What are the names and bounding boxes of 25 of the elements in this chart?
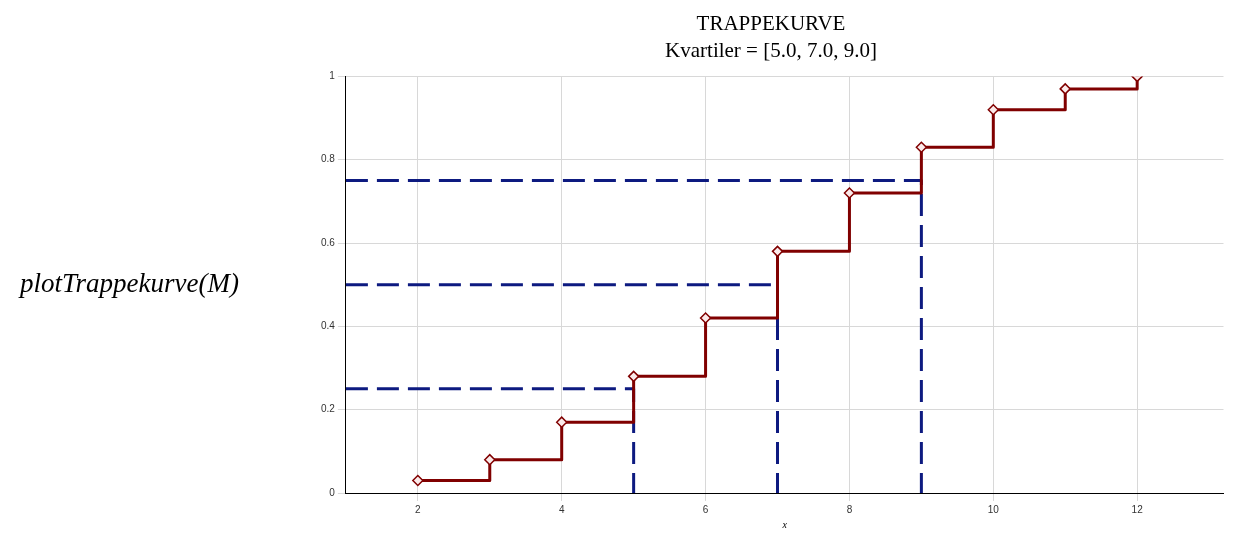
point (699, 312, 712, 324)
chart-subtitle: Kvartiler = [5.0, 7.0, 9.0] (665, 38, 877, 63)
point (987, 103, 1000, 116)
point (843, 187, 856, 199)
y-tick-label: 0.8 (321, 153, 336, 165)
point (555, 416, 568, 428)
point (484, 453, 496, 466)
x-tick-label: 8 (846, 503, 853, 515)
y-tick-label: 1 (329, 70, 336, 82)
point (915, 141, 928, 153)
y-tick-label: 0.6 (321, 236, 336, 248)
point (412, 474, 424, 487)
x-tick-label: 2 (415, 503, 422, 515)
y-tick-label: 0 (329, 486, 336, 498)
x-tick-label: 6 (702, 503, 709, 515)
text: plotTrappekurve(M) (18, 267, 239, 298)
point (1059, 83, 1071, 95)
x-tick-label: 12 (1131, 503, 1144, 515)
chart-title: TRAPPEKURVE (696, 11, 846, 36)
x-tick-label: 4 (558, 503, 565, 515)
point (627, 370, 640, 383)
x-axis-title: x (781, 518, 788, 530)
x-tick-label: 10 (987, 503, 1000, 515)
y-tick-label: 0.4 (321, 320, 336, 332)
y-tick-label: 0.2 (321, 403, 336, 415)
